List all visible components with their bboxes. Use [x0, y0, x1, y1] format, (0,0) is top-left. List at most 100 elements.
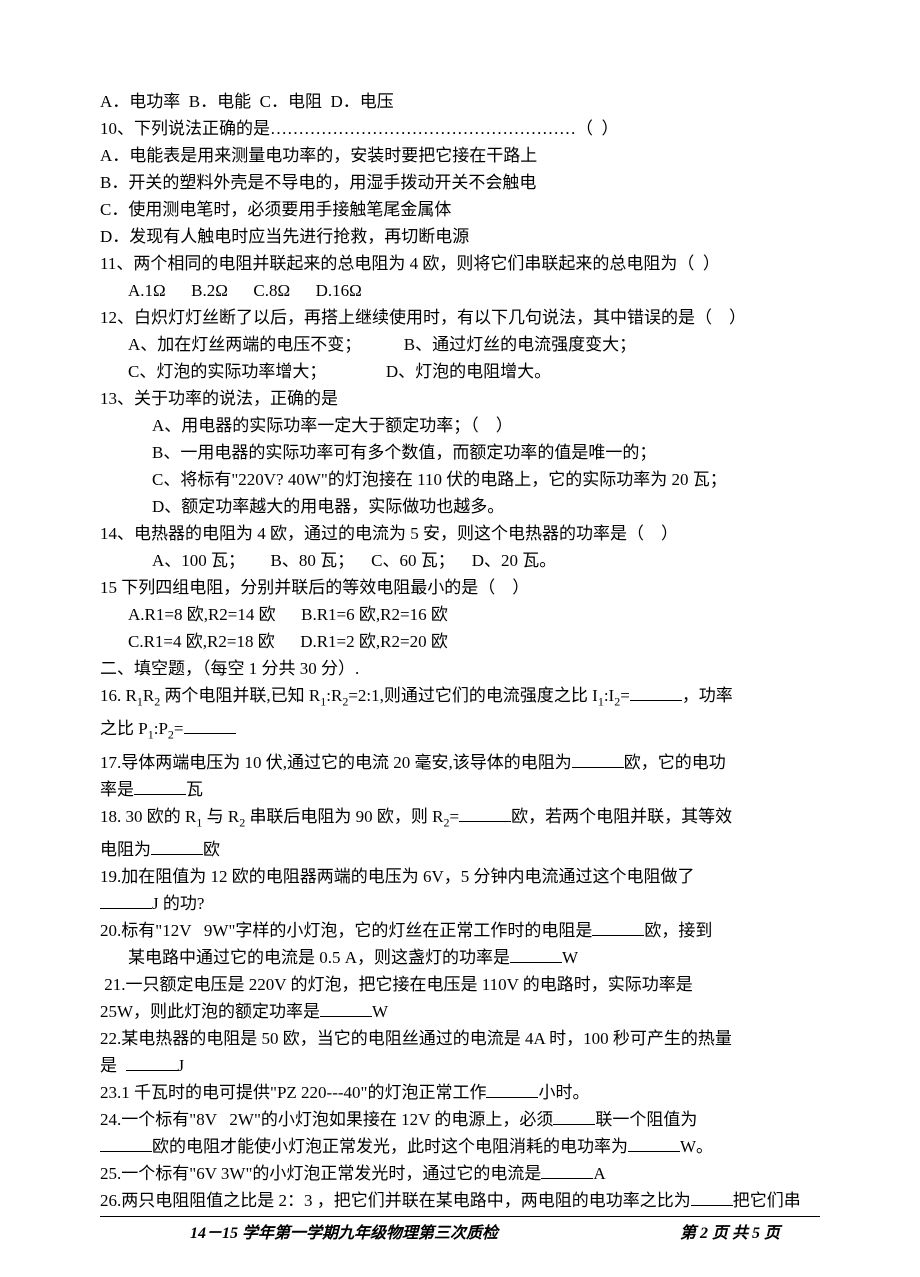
- q20-line2: 某电路中通过它的电流是 0.5 A，则这盏灯的功率是 W: [100, 944, 820, 971]
- text: 16. R: [100, 686, 137, 705]
- text: 瓦: [186, 780, 203, 799]
- text: W。: [680, 1137, 713, 1156]
- footer-title: 14－15 学年第一学期九年级物理第三次质检: [100, 1219, 498, 1243]
- blank: [630, 683, 682, 701]
- q12-opts-ab: A、加在灯丝两端的电压不变； B、通过灯丝的电流强度变大；: [100, 331, 820, 358]
- text: 两个电阻并联,已知 R: [160, 686, 320, 705]
- blank: [592, 918, 644, 936]
- text: 某电路中通过它的电流是 0.5 A，则这盏灯的功率是: [128, 948, 510, 967]
- blank: [184, 716, 236, 734]
- q17-line2: 率是 瓦: [100, 776, 820, 803]
- q22-line1: 22.某电热器的电阻是 50 欧，当它的电阻丝通过的电流是 4A 时，100 秒…: [100, 1025, 820, 1052]
- text: 欧，接到: [644, 921, 712, 940]
- q23: 23.1 千瓦时的电可提供"PZ 220---40"的灯泡正常工作 小时。: [100, 1079, 820, 1106]
- blank: [628, 1134, 680, 1152]
- q15-opts-cd: C.R1=4 欧,R2=18 欧 D.R1=2 欧,R2=20 欧: [100, 628, 820, 655]
- text: 电阻为: [100, 840, 151, 859]
- text: 欧，它的电功: [624, 753, 726, 772]
- exam-content: A．电功率 B．电能 C．电阻 D．电压 10、下列说法正确的是………………………: [100, 88, 820, 1214]
- q11-stem: 11、两个相同的电阻并联起来的总电阻为 4 欧，则将它们串联起来的总电阻为（ ）: [100, 250, 820, 277]
- text: 是: [100, 1056, 126, 1075]
- q10-opt-b: B．开关的塑料外壳是不导电的，用湿手拨动开关不会触电: [100, 169, 820, 196]
- text: 把它们串: [733, 1191, 801, 1210]
- q13-stem: 13、关于功率的说法，正确的是: [100, 385, 820, 412]
- text: 小时。: [538, 1083, 589, 1102]
- text: 与 R: [202, 807, 239, 826]
- text: 联一个阻值为: [595, 1110, 697, 1129]
- q14-options: A、100 瓦； B、80 瓦； C、60 瓦； D、20 瓦。: [100, 547, 820, 574]
- text: R: [143, 686, 154, 705]
- q18-line2: 电阻为 欧: [100, 836, 820, 863]
- q19-line1: 19.加在阻值为 12 欧的电阻器两端的电压为 6V，5 分钟内电流通过这个电阻…: [100, 863, 820, 890]
- text: 26.两只电阻阻值之比是 2：3 ，把它们并联在某电路中，两电阻的电功率之比为: [100, 1191, 691, 1210]
- text: W: [372, 1002, 388, 1021]
- q15-opts-ab: A.R1=8 欧,R2=14 欧 B.R1=6 欧,R2=16 欧: [100, 601, 820, 628]
- q17-line1: 17.导体两端电压为 10 伏,通过它的电流 20 毫安,该导体的电阻为 欧，它的…: [100, 749, 820, 776]
- text: 欧: [203, 840, 220, 859]
- text: J: [178, 1056, 185, 1075]
- q10-opt-d: D．发现有人触电时应当先进行抢救，再切断电源: [100, 223, 820, 250]
- q14-stem: 14、电热器的电阻为 4 欧，通过的电流为 5 安，则这个电热器的功率是（ ）: [100, 520, 820, 547]
- text: 率是: [100, 780, 134, 799]
- text: 20.标有"12V 9W"字样的小灯泡，它的灯丝在正常工作时的电阻是: [100, 921, 592, 940]
- text: =: [450, 807, 460, 826]
- text: 欧，若两个电阻并联，其等效: [511, 807, 732, 826]
- text: 23.1 千瓦时的电可提供"PZ 220---40"的灯泡正常工作: [100, 1083, 486, 1102]
- q11-options: A.1Ω B.2Ω C.8Ω D.16Ω: [100, 277, 820, 304]
- section2-title: 二、填空题，（每空 1 分共 30 分）.: [100, 655, 820, 682]
- blank: [541, 1161, 593, 1179]
- q10-opt-c: C．使用测电笔时，必须要用手接触笔尾金属体: [100, 196, 820, 223]
- q26: 26.两只电阻阻值之比是 2：3 ，把它们并联在某电路中，两电阻的电功率之比为 把…: [100, 1187, 820, 1214]
- text: 18. 30 欧的 R: [100, 807, 196, 826]
- footer-divider: [100, 1216, 820, 1217]
- blank: [100, 1134, 152, 1152]
- q12-stem: 12、白炽灯灯丝断了以后，再搭上继续使用时，有以下几句说法，其中错误的是（ ）: [100, 304, 820, 331]
- text: A: [593, 1164, 605, 1183]
- q24-line2: 欧的电阻才能使小灯泡正常发光，此时这个电阻消耗的电功率为 W。: [100, 1133, 820, 1160]
- text: ，功率: [682, 686, 733, 705]
- blank: [320, 999, 372, 1017]
- q18-line1: 18. 30 欧的 R1 与 R2 串联后电阻为 90 欧，则 R2=欧，若两个…: [100, 803, 820, 836]
- q9-options: A．电功率 B．电能 C．电阻 D．电压: [100, 88, 820, 115]
- q20-line1: 20.标有"12V 9W"字样的小灯泡，它的灯丝在正常工作时的电阻是 欧，接到: [100, 917, 820, 944]
- blank: [126, 1053, 178, 1071]
- text: :I: [604, 686, 614, 705]
- blank: [572, 750, 624, 768]
- text: =: [620, 686, 630, 705]
- text: 24.一个标有"8V 2W"的小灯泡如果接在 12V 的电源上，必须: [100, 1110, 553, 1129]
- blank: [691, 1188, 733, 1206]
- q21-line2: 25W，则此灯泡的额定功率是 W: [100, 998, 820, 1025]
- text: J 的功?: [152, 894, 204, 913]
- blank: [134, 777, 186, 795]
- text: =: [174, 719, 184, 738]
- q13-opt-b: B、一用电器的实际功率可有多个数值，而额定功率的值是唯一的；: [100, 439, 820, 466]
- q24-line1: 24.一个标有"8V 2W"的小灯泡如果接在 12V 的电源上，必须 联一个阻值为: [100, 1106, 820, 1133]
- text: 25W，则此灯泡的额定功率是: [100, 1002, 320, 1021]
- q16-line2: 之比 P1:P2=: [100, 715, 820, 748]
- q10-opt-a: A．电能表是用来测量电功率的，安装时要把它接在干路上: [100, 142, 820, 169]
- q19-line2: J 的功?: [100, 890, 820, 917]
- text: 串联后电阻为 90 欧，则 R: [245, 807, 443, 826]
- text: =2:1,则通过它们的电流强度之比 I: [348, 686, 597, 705]
- q25: 25.一个标有"6V 3W"的小灯泡正常发光时，通过它的电流是 A: [100, 1160, 820, 1187]
- blank: [459, 804, 511, 822]
- q22-line2: 是 J: [100, 1052, 820, 1079]
- blank: [486, 1080, 538, 1098]
- page-footer: 14－15 学年第一学期九年级物理第三次质检 第 2 页 共 5 页: [100, 1219, 820, 1243]
- text: 25.一个标有"6V 3W"的小灯泡正常发光时，通过它的电流是: [100, 1164, 541, 1183]
- blank: [510, 945, 562, 963]
- blank: [151, 837, 203, 855]
- text: W: [562, 948, 578, 967]
- q21-line1: 21.一只额定电压是 220V 的灯泡，把它接在电压是 110V 的电路时，实际…: [100, 971, 820, 998]
- text: :R: [326, 686, 342, 705]
- text: 欧的电阻才能使小灯泡正常发光，此时这个电阻消耗的电功率为: [152, 1137, 628, 1156]
- blank: [553, 1107, 595, 1125]
- q13-opt-d: D、额定功率越大的用电器，实际做功也越多。: [100, 493, 820, 520]
- text: 17.导体两端电压为 10 伏,通过它的电流 20 毫安,该导体的电阻为: [100, 753, 572, 772]
- q13-opt-a: A、用电器的实际功率一定大于额定功率；（ ）: [100, 412, 820, 439]
- q12-opts-cd: C、灯泡的实际功率增大； D、灯泡的电阻增大。: [100, 358, 820, 385]
- q10-stem: 10、下列说法正确的是………………………………………………（ ）: [100, 115, 820, 142]
- q16-line1: 16. R1R2 两个电阻并联,已知 R1:R2=2:1,则通过它们的电流强度之…: [100, 682, 820, 715]
- q13-opt-c: C、将标有"220V? 40W"的灯泡接在 110 伏的电路上，它的实际功率为 …: [100, 466, 820, 493]
- blank: [100, 891, 152, 909]
